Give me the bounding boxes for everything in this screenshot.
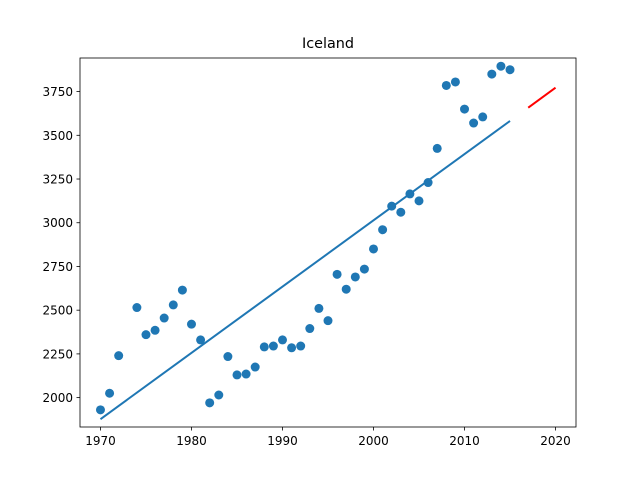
- data-point: [359, 264, 369, 274]
- data-point: [332, 269, 342, 279]
- data-point: [250, 362, 260, 372]
- data-point: [460, 104, 470, 114]
- data-point: [232, 370, 242, 380]
- data-point: [105, 388, 115, 398]
- data-point: [287, 343, 297, 353]
- data-point: [396, 207, 406, 217]
- data-point: [168, 300, 178, 310]
- data-point: [487, 69, 497, 79]
- data-point: [314, 303, 324, 313]
- data-point: [450, 77, 460, 87]
- data-point: [432, 143, 442, 153]
- data-point: [469, 118, 479, 128]
- data-point: [177, 285, 187, 295]
- trend-line: [99, 120, 511, 420]
- y-tick-label: 3000: [42, 216, 73, 230]
- x-tick-label: 2000: [358, 434, 389, 448]
- data-point: [186, 319, 196, 329]
- x-tick-label: 2010: [449, 434, 480, 448]
- x-tick-label: 1970: [85, 434, 116, 448]
- data-point: [478, 112, 488, 122]
- data-point: [305, 324, 315, 334]
- data-point: [423, 178, 433, 188]
- data-point: [341, 284, 351, 294]
- data-point: [505, 65, 515, 75]
- data-point: [350, 272, 360, 282]
- data-point: [277, 335, 287, 345]
- y-tick-label: 2500: [42, 304, 73, 318]
- plot-content: [95, 61, 557, 420]
- y-tick-label: 3500: [42, 129, 73, 143]
- x-tick-label: 1990: [267, 434, 298, 448]
- data-point: [214, 390, 224, 400]
- x-axis: 1970 1980 1990 2000 2010 2020: [85, 427, 571, 448]
- data-point: [259, 342, 269, 352]
- data-point: [378, 225, 388, 235]
- data-point: [414, 196, 424, 206]
- data-point: [150, 325, 160, 335]
- data-point: [268, 341, 278, 351]
- data-point: [132, 303, 142, 313]
- data-point: [441, 80, 451, 90]
- data-point: [369, 244, 379, 254]
- data-point: [159, 313, 169, 323]
- data-point: [196, 335, 206, 345]
- x-tick-label: 2020: [540, 434, 571, 448]
- y-tick-label: 3750: [42, 85, 73, 99]
- data-point: [205, 398, 215, 408]
- axes-frame: [79, 57, 577, 428]
- y-tick-label: 2000: [42, 391, 73, 405]
- data-point: [223, 352, 233, 362]
- data-point: [114, 351, 124, 361]
- y-tick-label: 2750: [42, 260, 73, 274]
- data-point: [95, 405, 105, 415]
- y-tick-label: 3250: [42, 173, 73, 187]
- data-point: [241, 369, 251, 379]
- y-axis: 2000 2250 2500 2750 3000 3250 3500 3750: [42, 85, 80, 405]
- data-point: [296, 341, 306, 351]
- data-point: [141, 330, 151, 340]
- chart-title: Iceland: [302, 36, 354, 52]
- y-tick-label: 2250: [42, 347, 73, 361]
- data-point: [323, 316, 333, 326]
- forecast-line: [527, 86, 557, 109]
- x-tick-label: 1980: [176, 434, 207, 448]
- data-point: [496, 61, 506, 71]
